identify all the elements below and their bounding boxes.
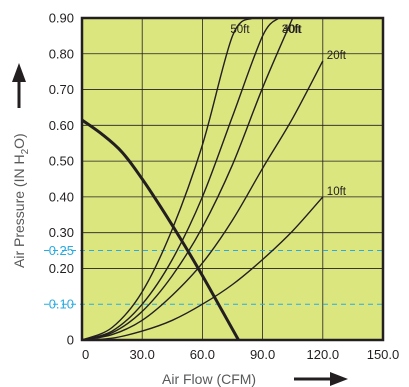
x-tick-label: 90.0 bbox=[250, 347, 275, 362]
series-label-20ft: 20ft bbox=[327, 50, 347, 62]
grid bbox=[82, 18, 383, 340]
series-line-30ft bbox=[82, 18, 294, 340]
series-line-20ft bbox=[82, 60, 324, 340]
y-tick-label: 0.25 bbox=[49, 243, 74, 258]
x-tick-label: 30.0 bbox=[130, 347, 155, 362]
x-tick-label: 60.0 bbox=[190, 347, 215, 362]
y-axis-title-sub: 2 bbox=[20, 148, 31, 154]
plot-frame bbox=[80, 16, 385, 342]
y-tick-label: 0.20 bbox=[49, 261, 74, 276]
y-axis-title-end: O) bbox=[11, 133, 27, 149]
series-label-10ft: 10ft bbox=[327, 186, 347, 198]
x-tick-label: 150.0 bbox=[367, 347, 400, 362]
x-axis-arrow bbox=[294, 372, 348, 386]
y-tick-label: 0.70 bbox=[49, 82, 74, 97]
y-tick-label: 0.10 bbox=[49, 297, 74, 312]
series-line-40ft bbox=[82, 18, 280, 340]
fan-curve-layer bbox=[82, 118, 240, 340]
y-axis-ticks: 0 0.10 0.20 0.25 0.30 0.40 0.50 0.60 0.70 0.80 0.9… bbox=[49, 11, 74, 348]
x-tick-label: 120.0 bbox=[307, 347, 340, 362]
y-tick-label: 0 bbox=[67, 333, 74, 348]
series-curves bbox=[82, 18, 324, 340]
y-axis-title-main: Air Pressure (IN H bbox=[11, 154, 27, 268]
x-axis-title: Air Flow (CFM) bbox=[162, 371, 256, 387]
y-axis-title: Air Pressure (IN H2O) bbox=[11, 133, 31, 268]
series-label-50ft: 50ft bbox=[230, 24, 250, 36]
y-tick-label: 0.50 bbox=[49, 154, 74, 169]
series-line-50ft bbox=[82, 18, 254, 340]
x-axis-ticks: 0 30.0 60.0 90.0 120.0 150.0 bbox=[82, 347, 399, 362]
plot-area bbox=[82, 18, 383, 340]
fan-curve bbox=[82, 118, 240, 340]
y-tick-label: 0.90 bbox=[49, 11, 74, 26]
y-tick-label: 0.40 bbox=[49, 189, 74, 204]
y-tick-label: 0.60 bbox=[49, 118, 74, 133]
series-line-10ft bbox=[82, 196, 324, 340]
y-tick-label: 0.80 bbox=[49, 46, 74, 61]
y-tick-label: 0.30 bbox=[49, 225, 74, 240]
series-label-30ft: 30ft bbox=[282, 24, 302, 36]
y-axis-arrow bbox=[12, 63, 26, 108]
x-tick-label: 0 bbox=[82, 347, 89, 362]
series-label-40ft: 40ft bbox=[282, 24, 302, 36]
reference-lines bbox=[44, 250, 383, 305]
